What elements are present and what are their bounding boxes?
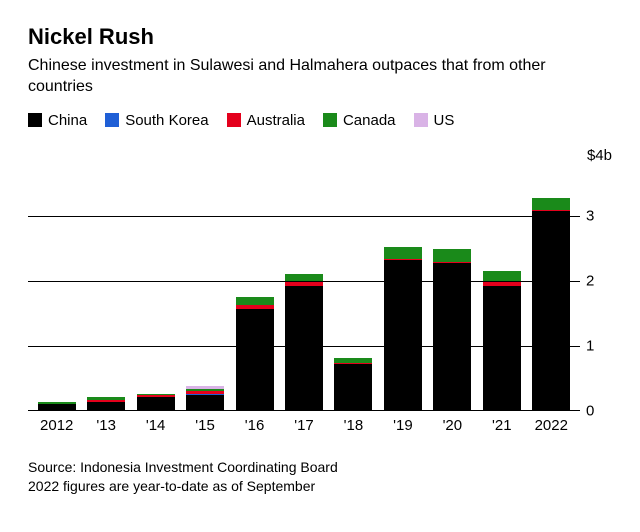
x-tick-label: '15 bbox=[186, 417, 224, 434]
bar bbox=[137, 394, 175, 410]
x-tick-label: '14 bbox=[137, 417, 175, 434]
bar bbox=[532, 198, 570, 409]
plot-area: 0123 bbox=[28, 151, 580, 411]
legend: China South Korea Australia Canada US bbox=[28, 112, 612, 129]
chart-footer: Source: Indonesia Investment Coordinatin… bbox=[28, 458, 612, 497]
x-tick-label: '19 bbox=[384, 417, 422, 434]
bar-segment bbox=[87, 402, 125, 410]
bar bbox=[87, 397, 125, 410]
legend-swatch bbox=[414, 113, 428, 127]
bar-segment bbox=[285, 286, 323, 410]
y-unit-label: $4b bbox=[587, 147, 612, 164]
x-tick-label: 2012 bbox=[38, 417, 76, 434]
bar-segment bbox=[236, 297, 274, 305]
bar-segment bbox=[236, 309, 274, 410]
x-tick-label: '17 bbox=[285, 417, 323, 434]
legend-item: US bbox=[414, 112, 455, 129]
x-tick-label: '18 bbox=[334, 417, 372, 434]
bar-segment bbox=[38, 404, 76, 409]
bar bbox=[483, 271, 521, 410]
chart-subtitle: Chinese investment in Sulawesi and Halma… bbox=[28, 56, 612, 98]
y-tick-label: 3 bbox=[586, 207, 610, 224]
chart-title: Nickel Rush bbox=[28, 24, 612, 50]
bar-segment bbox=[334, 364, 372, 410]
footer-source: Source: Indonesia Investment Coordinatin… bbox=[28, 458, 612, 478]
legend-label: Australia bbox=[247, 112, 305, 129]
y-tick-label: 1 bbox=[586, 337, 610, 354]
gridline bbox=[28, 346, 580, 347]
legend-label: US bbox=[434, 112, 455, 129]
y-tick-label: 2 bbox=[586, 272, 610, 289]
legend-swatch bbox=[28, 113, 42, 127]
bar-segment bbox=[483, 286, 521, 410]
legend-label: China bbox=[48, 112, 87, 129]
chart-area: $4b 0123 2012'13'14'15'16'17'18'19'20'21… bbox=[28, 151, 612, 434]
bar-segment bbox=[384, 247, 422, 259]
bar-segment bbox=[137, 397, 175, 410]
bar-segment bbox=[433, 263, 471, 409]
bar bbox=[236, 297, 274, 409]
legend-item: South Korea bbox=[105, 112, 208, 129]
footer-note: 2022 figures are year-to-date as of Sept… bbox=[28, 477, 612, 497]
x-tick-label: 2022 bbox=[532, 417, 570, 434]
bar-segment bbox=[433, 249, 471, 262]
legend-swatch bbox=[227, 113, 241, 127]
bar-segment bbox=[186, 395, 224, 409]
legend-swatch bbox=[323, 113, 337, 127]
legend-item: Australia bbox=[227, 112, 305, 129]
y-tick-label: 0 bbox=[586, 402, 610, 419]
bar bbox=[285, 274, 323, 409]
x-axis: 2012 '13 '14 '15 '16 '17 '18 '19 '20 '21 2022 bbox=[28, 411, 580, 434]
bar bbox=[334, 358, 372, 410]
bar-segment bbox=[532, 198, 570, 210]
bar-segment bbox=[384, 260, 422, 410]
x-tick-label: '16 bbox=[236, 417, 274, 434]
x-tick-label: '21 bbox=[483, 417, 521, 434]
gridline bbox=[28, 281, 580, 282]
bar-segment bbox=[532, 211, 570, 409]
gridline bbox=[28, 216, 580, 217]
x-tick-label: '13 bbox=[87, 417, 125, 434]
x-tick-label: '20 bbox=[433, 417, 471, 434]
legend-label: South Korea bbox=[125, 112, 208, 129]
legend-item: China bbox=[28, 112, 87, 129]
bar bbox=[384, 247, 422, 409]
legend-label: Canada bbox=[343, 112, 396, 129]
legend-item: Canada bbox=[323, 112, 396, 129]
bar bbox=[38, 402, 76, 409]
bar bbox=[433, 249, 471, 410]
legend-swatch bbox=[105, 113, 119, 127]
bar bbox=[186, 386, 224, 410]
